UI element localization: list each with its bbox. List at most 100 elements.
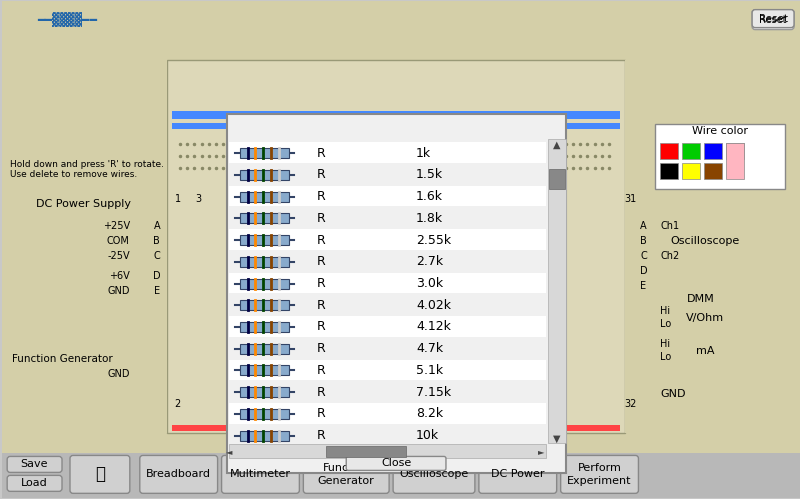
Text: GND: GND: [107, 286, 130, 296]
Bar: [172, 111, 621, 119]
Text: Ch1: Ch1: [660, 221, 679, 231]
Text: Function Generator: Function Generator: [12, 354, 112, 364]
Text: Reset: Reset: [758, 13, 787, 23]
Text: Save: Save: [20, 460, 48, 470]
FancyBboxPatch shape: [140, 456, 218, 494]
FancyBboxPatch shape: [222, 456, 299, 494]
Text: R: R: [317, 277, 326, 290]
Bar: [239, 365, 290, 375]
Text: 1: 1: [174, 194, 181, 204]
Bar: [2, 0, 800, 59]
Text: +6V: +6V: [109, 271, 130, 281]
Bar: [172, 425, 621, 431]
Bar: [239, 300, 290, 310]
Bar: [2, 454, 800, 499]
Text: Function
Generator: Function Generator: [318, 463, 374, 486]
Text: E: E: [154, 286, 160, 296]
FancyBboxPatch shape: [561, 456, 638, 494]
Text: R: R: [317, 212, 326, 225]
Bar: [229, 186, 546, 207]
Text: Load: Load: [21, 479, 47, 489]
Text: Use delete to remove wires.: Use delete to remove wires.: [10, 170, 138, 179]
Bar: [682, 143, 700, 159]
Text: GND: GND: [107, 369, 130, 379]
Bar: [2, 54, 800, 69]
FancyBboxPatch shape: [752, 9, 794, 29]
Text: Multimeter: Multimeter: [230, 470, 291, 480]
Bar: [229, 272, 546, 293]
Text: mA: mA: [696, 346, 714, 356]
Text: ►: ►: [538, 447, 545, 456]
Text: Ch2: Ch2: [660, 251, 680, 261]
Text: A: A: [154, 221, 160, 231]
Bar: [239, 322, 290, 332]
Bar: [239, 257, 290, 267]
Text: D: D: [153, 271, 161, 281]
Bar: [229, 445, 546, 459]
Text: 2: 2: [174, 399, 181, 409]
Bar: [2, 0, 800, 69]
Bar: [239, 192, 290, 202]
Text: R: R: [317, 299, 326, 312]
Text: Oscilloscope: Oscilloscope: [670, 236, 740, 246]
Text: DMM: DMM: [686, 294, 714, 304]
Bar: [239, 278, 290, 288]
FancyBboxPatch shape: [303, 456, 389, 494]
Text: E: E: [640, 281, 646, 291]
FancyBboxPatch shape: [7, 457, 62, 473]
Text: Close: Close: [381, 459, 411, 469]
Bar: [682, 163, 700, 179]
Text: Hold down and press 'R' to rotate.: Hold down and press 'R' to rotate.: [10, 160, 164, 169]
Text: B: B: [154, 236, 160, 246]
FancyBboxPatch shape: [7, 476, 62, 492]
Text: Oscilloscope: Oscilloscope: [399, 470, 469, 480]
Bar: [239, 214, 290, 224]
Text: 4.12k: 4.12k: [416, 320, 451, 333]
Bar: [626, 59, 800, 434]
Bar: [229, 142, 546, 163]
Text: ▼: ▼: [553, 434, 561, 444]
Bar: [548, 139, 566, 444]
Bar: [229, 229, 546, 250]
Text: R: R: [317, 168, 326, 181]
Text: C: C: [640, 251, 647, 261]
Text: D: D: [640, 266, 647, 276]
Text: GND: GND: [660, 389, 686, 399]
Bar: [239, 409, 290, 419]
Text: DC Power: DC Power: [491, 470, 545, 480]
Bar: [2, 0, 800, 49]
Text: R: R: [317, 364, 326, 377]
FancyBboxPatch shape: [346, 457, 446, 471]
Bar: [239, 344, 290, 354]
Bar: [2, 59, 166, 434]
Text: Reset: Reset: [759, 14, 787, 24]
Text: 1.8k: 1.8k: [416, 212, 443, 225]
Text: R: R: [317, 234, 326, 247]
Text: ◄: ◄: [226, 447, 233, 456]
FancyBboxPatch shape: [479, 456, 557, 494]
Bar: [326, 447, 406, 458]
Text: B: B: [640, 236, 647, 246]
Text: R: R: [317, 429, 326, 442]
Text: DC Power Supply: DC Power Supply: [37, 199, 131, 209]
Bar: [239, 387, 290, 397]
Text: Perform
Experiment: Perform Experiment: [567, 463, 632, 486]
Text: V/Ohm: V/Ohm: [686, 313, 724, 323]
Bar: [660, 143, 678, 159]
Text: 3.0k: 3.0k: [416, 277, 443, 290]
Text: ━━▓▓▓▓━━: ━━▓▓▓▓━━: [37, 12, 97, 27]
Text: 1.5k: 1.5k: [416, 168, 443, 181]
Text: 32: 32: [624, 399, 637, 409]
Text: Hi: Hi: [660, 306, 670, 316]
Text: R: R: [317, 407, 326, 420]
Bar: [226, 114, 566, 474]
Bar: [660, 163, 678, 179]
Text: R: R: [317, 386, 326, 399]
Text: R: R: [317, 342, 326, 355]
FancyBboxPatch shape: [752, 9, 794, 27]
Bar: [2, 49, 800, 454]
Text: +25V: +25V: [102, 221, 130, 231]
Text: 4.02k: 4.02k: [416, 299, 451, 312]
Text: 4.7k: 4.7k: [416, 342, 443, 355]
Bar: [229, 403, 546, 424]
